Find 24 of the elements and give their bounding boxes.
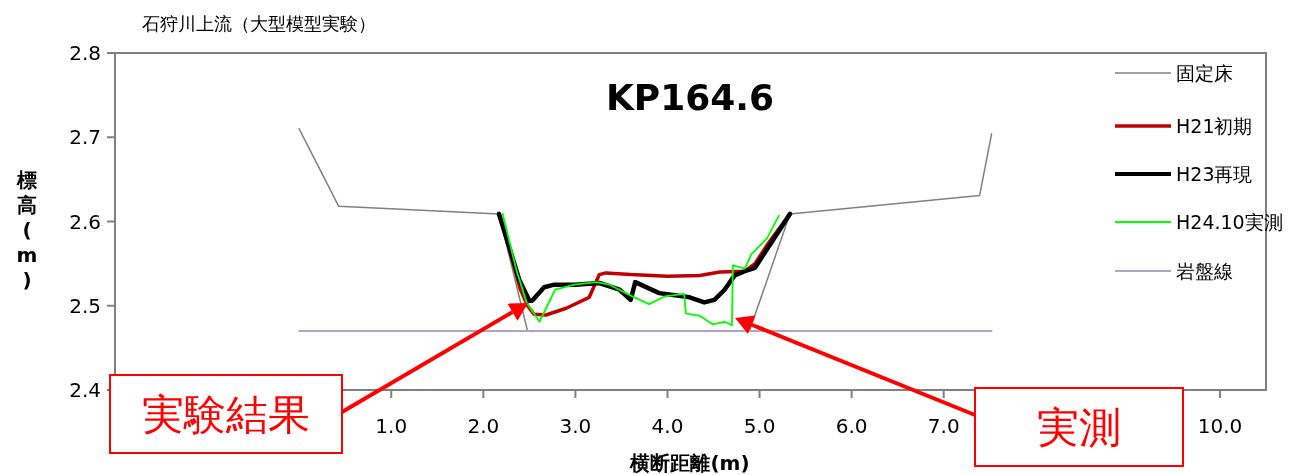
legend-label: 岩盤線 (1176, 260, 1233, 282)
x-tick-label: 1.0 (375, 414, 408, 438)
y-tick-label: 2.5 (69, 293, 101, 318)
legend-label: H23再現 (1176, 163, 1253, 185)
y-tick-label: 2.8 (69, 41, 101, 65)
y-axis-title: 標高(m) (16, 168, 38, 292)
legend-label: H24.10実測 (1176, 211, 1283, 233)
x-axis-title: 横断距離(m) (629, 451, 750, 475)
legend-label: 固定床 (1176, 62, 1233, 84)
y-tick-label: 2.7 (69, 125, 101, 150)
legend-label: H21初期 (1176, 115, 1253, 137)
text: 実験結果 (142, 390, 310, 439)
text: 実測 (1037, 403, 1121, 452)
y-tick-label: 2.6 (69, 209, 101, 234)
x-tick-label: 6.0 (835, 414, 868, 438)
text: KP164.6 (605, 77, 775, 118)
chart-title: 石狩川上流（大型模型実験） (142, 13, 376, 34)
x-tick-label: 10.0 (1197, 414, 1243, 438)
x-tick-label: 5.0 (743, 414, 776, 438)
x-tick-label: 4.0 (651, 414, 684, 438)
y-tick-label: 2.4 (69, 378, 101, 402)
x-tick-label: 2.0 (467, 414, 500, 438)
x-tick-label: 7.0 (927, 414, 960, 438)
x-tick-label: 3.0 (559, 414, 592, 438)
